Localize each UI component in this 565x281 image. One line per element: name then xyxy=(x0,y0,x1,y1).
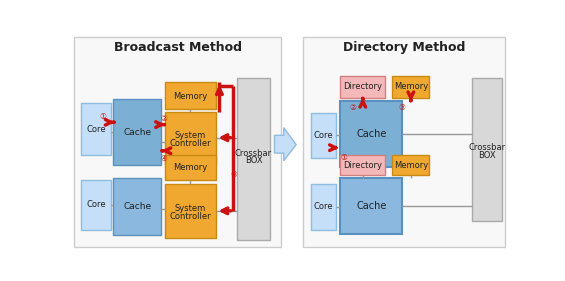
Bar xyxy=(113,99,161,165)
Text: ③: ③ xyxy=(231,170,238,179)
Bar xyxy=(340,155,385,175)
Text: Directory Method: Directory Method xyxy=(343,41,465,54)
Bar xyxy=(113,178,161,235)
Bar xyxy=(81,103,111,155)
Bar xyxy=(311,113,336,158)
Text: Memory: Memory xyxy=(173,163,207,172)
Bar xyxy=(392,155,429,175)
Bar xyxy=(392,76,429,98)
Text: Cache: Cache xyxy=(123,202,151,211)
Text: ①: ① xyxy=(340,153,347,162)
Bar xyxy=(340,178,402,234)
Text: Broadcast Method: Broadcast Method xyxy=(114,41,242,54)
Text: System: System xyxy=(175,204,206,213)
Bar xyxy=(165,184,216,238)
Bar xyxy=(311,184,336,230)
Bar xyxy=(165,112,216,165)
Bar xyxy=(472,78,502,221)
Text: Memory: Memory xyxy=(173,92,207,101)
Text: ①: ① xyxy=(100,112,107,121)
Text: Directory: Directory xyxy=(344,161,383,170)
Text: Crossbar: Crossbar xyxy=(235,149,272,158)
Text: Cache: Cache xyxy=(356,129,386,139)
Text: Core: Core xyxy=(86,200,106,209)
Text: BOX: BOX xyxy=(245,156,262,165)
Text: Directory: Directory xyxy=(344,82,383,91)
Text: System: System xyxy=(175,131,206,140)
Text: ③: ③ xyxy=(399,103,406,112)
Text: Cache: Cache xyxy=(356,201,386,211)
Text: ②: ② xyxy=(160,114,167,123)
Bar xyxy=(237,78,270,240)
Bar xyxy=(340,101,402,167)
Text: Memory: Memory xyxy=(394,161,428,170)
Bar xyxy=(303,37,506,247)
Text: Cache: Cache xyxy=(123,128,151,137)
Text: Core: Core xyxy=(314,131,333,140)
Polygon shape xyxy=(275,128,296,161)
Bar xyxy=(165,155,216,180)
Text: BOX: BOX xyxy=(478,151,496,160)
Text: ②: ② xyxy=(349,103,356,112)
Text: Controller: Controller xyxy=(169,139,211,148)
Text: Core: Core xyxy=(86,126,106,135)
Text: Core: Core xyxy=(314,203,333,212)
Text: ④: ④ xyxy=(160,154,167,163)
Text: Memory: Memory xyxy=(394,82,428,91)
Bar xyxy=(340,76,385,98)
Bar xyxy=(73,37,281,247)
Bar xyxy=(165,82,216,109)
Bar xyxy=(81,180,111,230)
Text: Controller: Controller xyxy=(169,212,211,221)
Text: Crossbar: Crossbar xyxy=(468,143,505,152)
